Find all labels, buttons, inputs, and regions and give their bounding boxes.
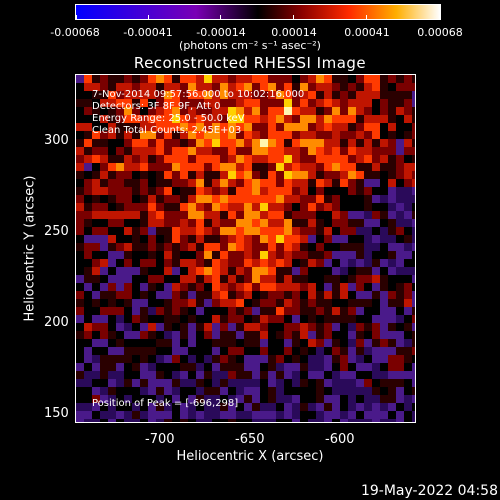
- y-tick-label: 300: [44, 133, 69, 148]
- overlay-time-range: 7-Nov-2014 09:57:56.000 to 10:02:16.000: [92, 89, 304, 100]
- colorbar-tick-label: -0.00014: [196, 26, 245, 39]
- y-tick-label: 250: [44, 224, 69, 239]
- overlay-detectors: Detectors: 3F 8F 9F, Att 0: [92, 101, 220, 112]
- y-tick-label: 150: [44, 406, 69, 421]
- overlay-energy-range: Energy Range: 25.0 - 50.0 keV: [92, 113, 245, 124]
- timestamp: 19-May-2022 04:58: [361, 483, 498, 499]
- colorbar-tick-label: -0.00041: [123, 26, 172, 39]
- colorbar: [75, 4, 441, 20]
- x-axis-label: Heliocentric X (arcsec): [0, 449, 500, 464]
- y-axis-label: Heliocentric Y (arcsec): [23, 149, 38, 349]
- colorbar-units: (photons cm⁻² s⁻¹ asec⁻²): [0, 39, 500, 52]
- x-tick-label: -600: [325, 432, 355, 447]
- x-tick-label: -650: [235, 432, 265, 447]
- colorbar-tick-label: 0.00068: [417, 26, 463, 39]
- colorbar-tick-label: 0.00014: [271, 26, 317, 39]
- colorbar-tick-label: -0.00068: [50, 26, 99, 39]
- overlay-clean-counts: Clean Total Counts: 2.45E+03: [92, 125, 241, 136]
- plot-title: Reconstructed RHESSI Image: [0, 54, 500, 72]
- overlay-peak-position: Position of Peak = [-696,298]: [92, 398, 238, 409]
- colorbar-tick-label: 0.00041: [344, 26, 390, 39]
- x-tick-label: -700: [145, 432, 175, 447]
- colorbar-gradient: [76, 5, 440, 19]
- y-tick-label: 200: [44, 315, 69, 330]
